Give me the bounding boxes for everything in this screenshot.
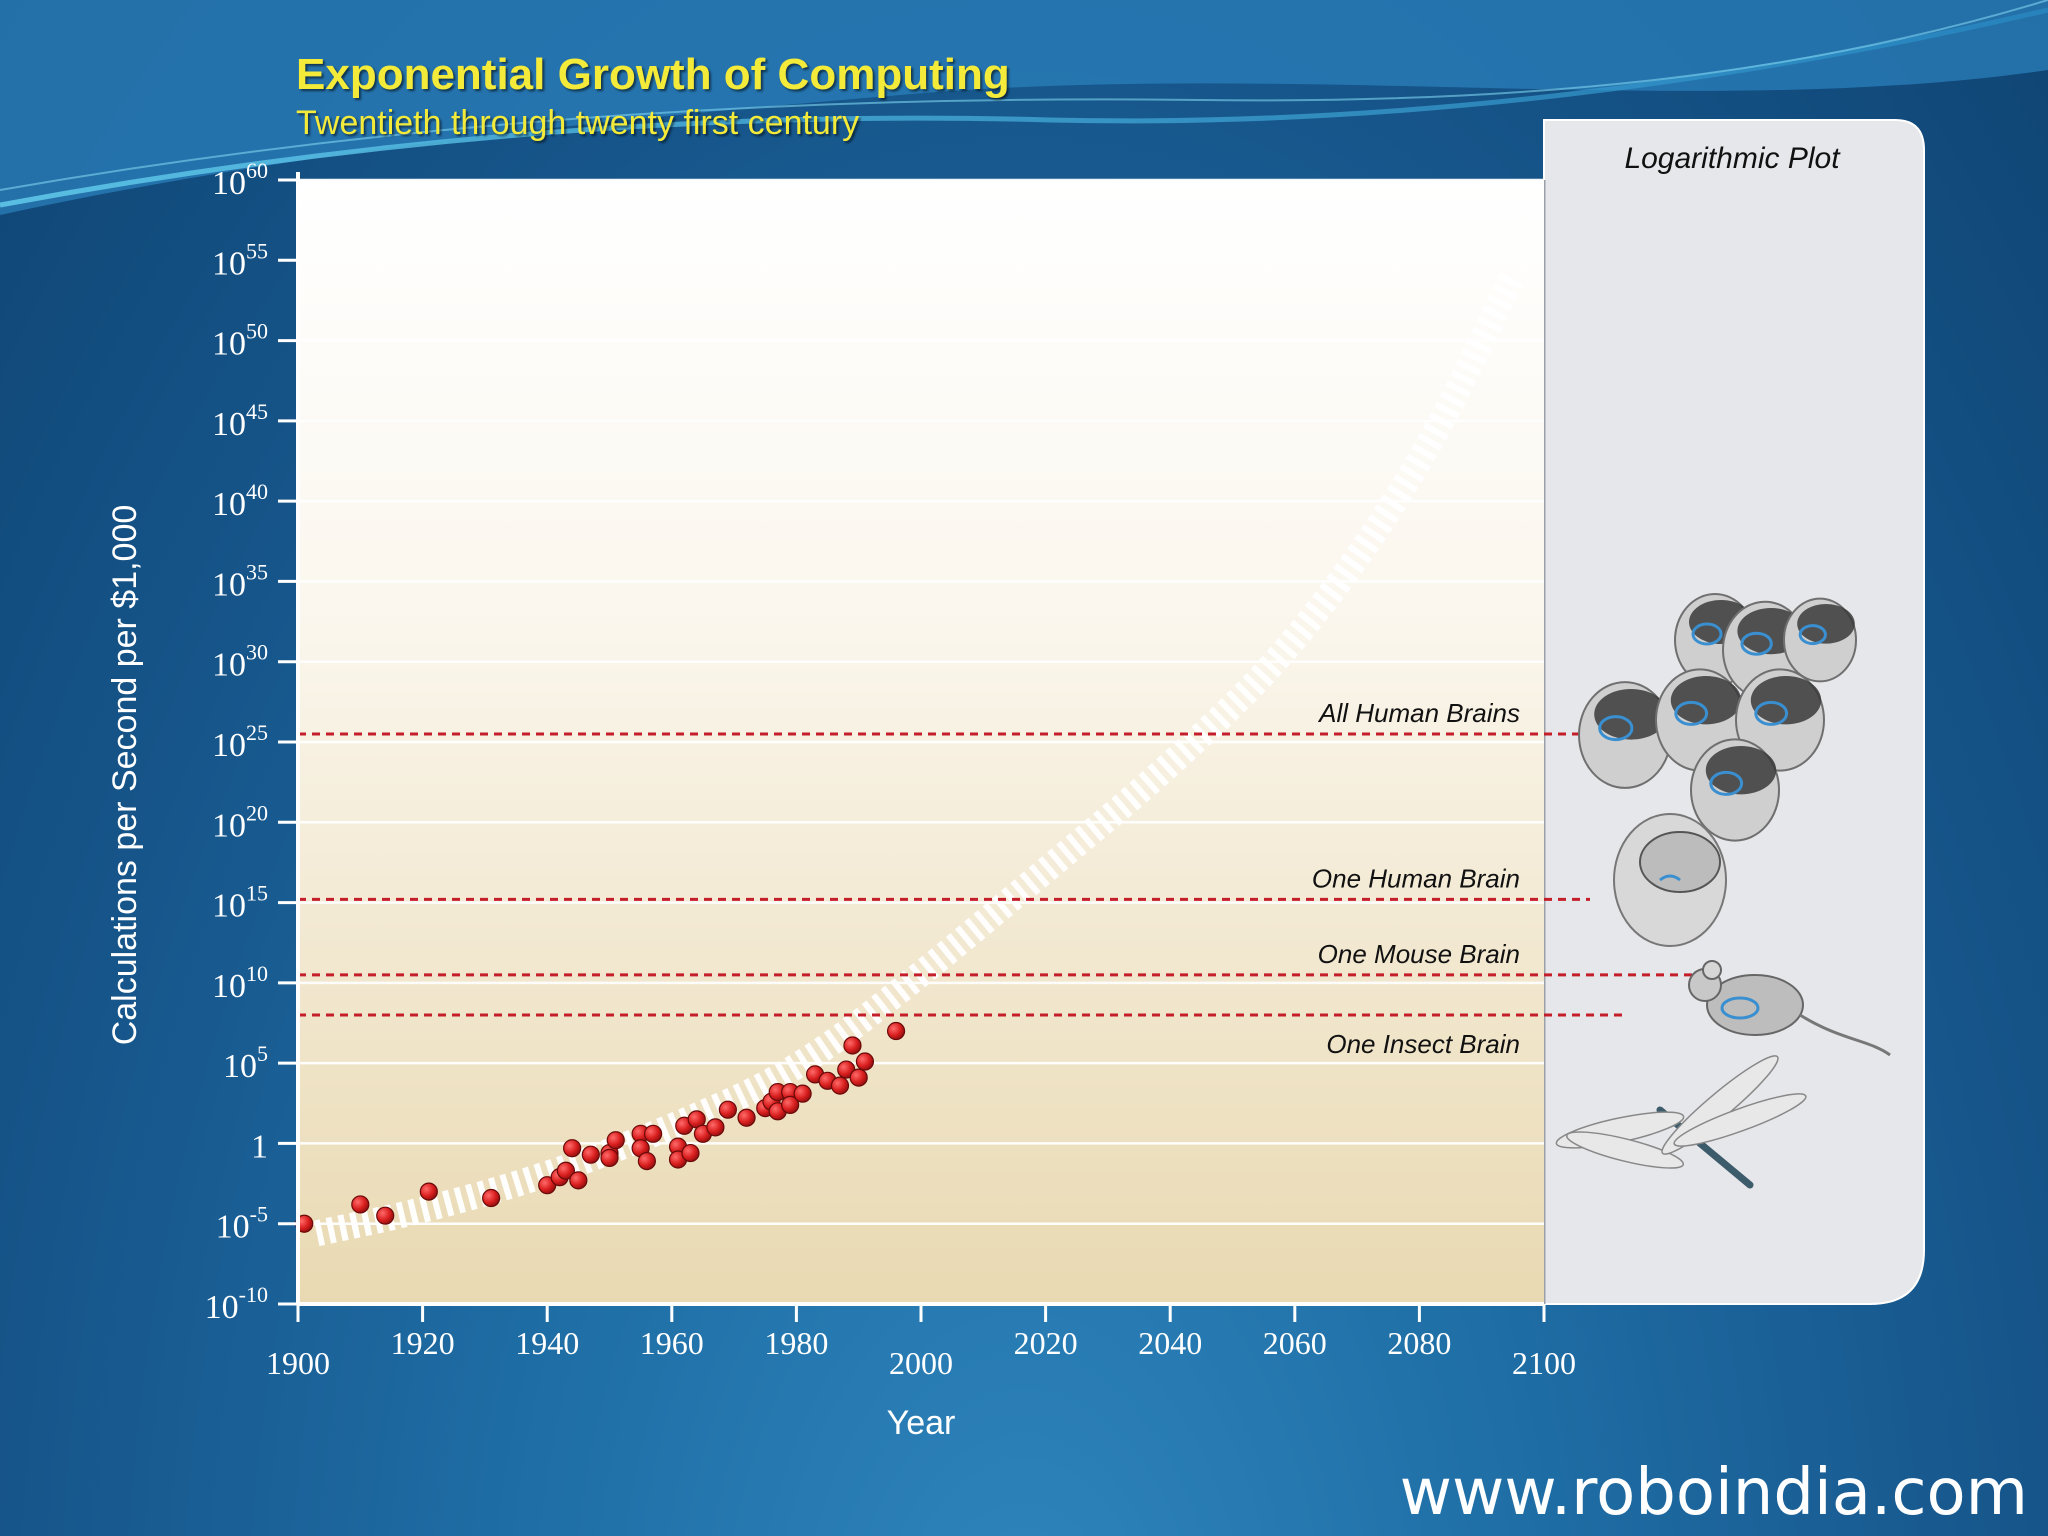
brain-outline xyxy=(1674,700,1709,726)
y-axis-title: Calculations per Second per $1,000 xyxy=(106,505,144,1046)
brain-highlight xyxy=(1659,874,1681,882)
data-point xyxy=(737,1108,756,1127)
hair-shape xyxy=(1594,689,1668,740)
mouse-tail xyxy=(1799,1013,1891,1057)
hair-shape xyxy=(1670,676,1742,725)
brain-outline xyxy=(1709,770,1744,796)
human-brain-icon xyxy=(1613,813,1727,947)
data-point xyxy=(581,1145,600,1164)
mouse-ear xyxy=(1702,960,1722,980)
y-tick-label: 1040 xyxy=(212,479,268,523)
website-url: www.roboindia.com xyxy=(1399,1456,2028,1530)
chart-title: Exponential Growth of Computing xyxy=(296,50,1010,99)
data-point xyxy=(718,1100,737,1119)
brain-outline xyxy=(1740,631,1773,656)
hair-shape xyxy=(1797,604,1855,644)
brain-shape xyxy=(1639,831,1721,893)
y-tick-label: 1010 xyxy=(212,961,268,1005)
brain-outline xyxy=(1798,624,1827,646)
mouse-icon xyxy=(1688,960,1891,1057)
data-point xyxy=(482,1188,501,1208)
header-wave-highlight-2 xyxy=(0,0,2048,191)
data-point xyxy=(637,1151,656,1171)
threshold-label: One Mouse Brain xyxy=(1318,939,1520,969)
threshold-label: One Human Brain xyxy=(1312,863,1520,893)
y-tick-label: 1 xyxy=(251,1128,268,1165)
x-tick-label: 2040 xyxy=(1138,1325,1202,1361)
header-wave-highlight xyxy=(0,7,2048,208)
mouse-body xyxy=(1706,974,1804,1036)
y-tick-label: 1060 xyxy=(212,158,268,202)
brain-outline xyxy=(1754,700,1789,726)
data-point xyxy=(606,1131,625,1150)
data-point xyxy=(886,1021,906,1041)
x-tick-label: 2100 xyxy=(1512,1345,1576,1381)
trend-band xyxy=(313,270,1525,1247)
threshold-label: One Insect Brain xyxy=(1326,1029,1520,1059)
y-tick-label: 1055 xyxy=(212,238,268,282)
data-point xyxy=(351,1195,370,1214)
y-tick-label: 10-5 xyxy=(216,1202,268,1246)
y-tick-label: 10-10 xyxy=(205,1282,268,1326)
data-point xyxy=(563,1139,582,1158)
y-tick-label: 1045 xyxy=(212,399,268,443)
data-point xyxy=(843,1036,862,1055)
data-point xyxy=(644,1124,663,1143)
mouse-brain-highlight xyxy=(1720,996,1760,1020)
data-point xyxy=(556,1161,575,1180)
data-point xyxy=(793,1084,812,1103)
y-tick-label: 1025 xyxy=(212,720,268,764)
x-tick-label: 2000 xyxy=(889,1345,953,1381)
x-tick-label: 2020 xyxy=(1014,1325,1078,1361)
brain-outline xyxy=(1691,622,1723,646)
hair-shape xyxy=(1750,676,1822,725)
data-point xyxy=(855,1052,875,1071)
data-point xyxy=(419,1182,438,1201)
dragonfly-wing xyxy=(1673,1093,1807,1147)
x-tick-label: 1960 xyxy=(640,1325,704,1361)
x-tick-label: 1900 xyxy=(266,1345,330,1381)
data-point xyxy=(830,1076,850,1095)
human-heads-icon xyxy=(1578,593,1857,842)
data-point xyxy=(706,1118,725,1137)
threshold-label: All Human Brains xyxy=(1317,698,1520,728)
data-point xyxy=(781,1095,800,1114)
x-tick-label: 2060 xyxy=(1263,1325,1327,1361)
x-tick-label: 1940 xyxy=(515,1325,579,1361)
y-tick-label: 1050 xyxy=(212,319,268,363)
side-panel-title: Logarithmic Plot xyxy=(1624,142,1841,175)
x-tick-label: 2080 xyxy=(1387,1325,1451,1361)
y-tick-label: 1035 xyxy=(212,559,268,603)
dragonfly-icon xyxy=(1555,1055,1807,1189)
y-tick-label: 1015 xyxy=(212,881,268,925)
y-tick-label: 1020 xyxy=(212,800,268,844)
x-tick-label: 1920 xyxy=(391,1325,455,1361)
data-point xyxy=(600,1148,619,1167)
hair-shape xyxy=(1705,746,1777,795)
dragonfly-wing xyxy=(1565,1131,1685,1169)
y-tick-label: 1030 xyxy=(212,640,268,684)
chart-subtitle: Twentieth through twenty first century xyxy=(296,104,860,142)
x-tick-label: 1980 xyxy=(764,1325,828,1361)
x-axis-title: Year xyxy=(887,1404,956,1442)
header-wave xyxy=(0,0,2048,215)
y-tick-label: 105 xyxy=(223,1041,268,1085)
data-point xyxy=(681,1143,700,1163)
data-point xyxy=(376,1206,395,1225)
data-point xyxy=(849,1068,868,1087)
data-point xyxy=(569,1171,588,1190)
brain-outline xyxy=(1598,715,1634,742)
